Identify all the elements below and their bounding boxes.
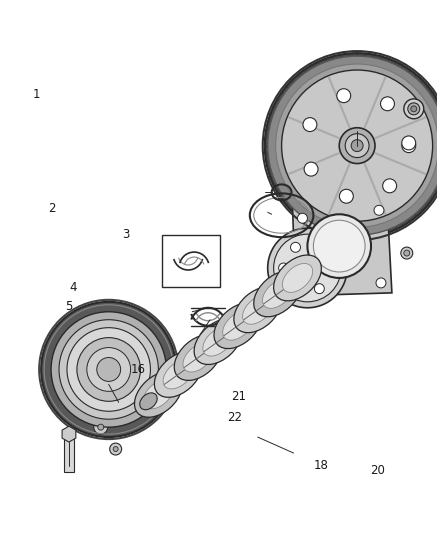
Ellipse shape [307, 214, 371, 278]
Ellipse shape [194, 319, 242, 365]
Circle shape [402, 139, 416, 152]
Ellipse shape [41, 302, 176, 437]
Circle shape [297, 213, 307, 223]
Ellipse shape [51, 312, 166, 427]
Ellipse shape [140, 393, 157, 410]
Circle shape [376, 278, 386, 288]
Circle shape [314, 284, 324, 294]
Ellipse shape [203, 327, 233, 356]
Ellipse shape [351, 140, 363, 151]
Text: 4: 4 [70, 281, 77, 294]
Ellipse shape [283, 263, 313, 293]
Circle shape [113, 447, 118, 451]
Circle shape [110, 443, 122, 455]
Text: 20: 20 [371, 464, 385, 477]
Text: 3: 3 [122, 228, 129, 241]
Circle shape [337, 88, 351, 103]
Ellipse shape [276, 64, 438, 227]
Ellipse shape [214, 303, 262, 349]
Ellipse shape [77, 337, 141, 401]
Text: 22: 22 [227, 411, 242, 424]
Ellipse shape [183, 343, 213, 372]
Circle shape [314, 243, 324, 252]
Ellipse shape [223, 311, 253, 340]
Ellipse shape [345, 134, 369, 158]
Ellipse shape [265, 53, 438, 238]
Circle shape [383, 179, 396, 193]
Circle shape [374, 205, 384, 215]
Ellipse shape [143, 380, 173, 409]
Ellipse shape [67, 328, 150, 411]
Circle shape [297, 258, 318, 278]
Ellipse shape [59, 320, 159, 419]
Text: 16: 16 [131, 364, 146, 376]
Ellipse shape [163, 360, 194, 389]
Ellipse shape [174, 335, 222, 381]
Circle shape [94, 420, 108, 434]
Circle shape [404, 250, 410, 256]
Circle shape [411, 106, 417, 112]
Circle shape [381, 97, 395, 111]
Text: 5: 5 [65, 300, 73, 313]
Circle shape [301, 262, 314, 274]
Ellipse shape [282, 70, 433, 221]
Circle shape [290, 284, 300, 294]
Ellipse shape [134, 372, 182, 417]
Circle shape [402, 136, 416, 150]
Ellipse shape [274, 234, 341, 302]
Ellipse shape [314, 220, 365, 272]
Ellipse shape [274, 255, 321, 301]
Polygon shape [293, 198, 392, 296]
Text: 1: 1 [32, 87, 40, 101]
Text: 21: 21 [231, 390, 246, 403]
Circle shape [279, 263, 289, 273]
Circle shape [326, 263, 336, 273]
Circle shape [303, 118, 317, 132]
Text: 2: 2 [48, 201, 55, 215]
Text: 18: 18 [314, 459, 328, 472]
Ellipse shape [87, 348, 131, 391]
Circle shape [401, 247, 413, 259]
Ellipse shape [97, 358, 120, 382]
Circle shape [404, 99, 424, 119]
Ellipse shape [339, 128, 375, 164]
Circle shape [290, 243, 300, 252]
Ellipse shape [262, 279, 293, 308]
Circle shape [98, 424, 104, 430]
Ellipse shape [154, 352, 202, 397]
Bar [64, 434, 74, 472]
Ellipse shape [268, 228, 347, 308]
Ellipse shape [234, 287, 282, 333]
Circle shape [298, 281, 308, 291]
Bar [162, 235, 220, 287]
Circle shape [339, 189, 353, 203]
Circle shape [304, 162, 318, 176]
Circle shape [408, 103, 420, 115]
Ellipse shape [268, 56, 438, 235]
Ellipse shape [243, 295, 273, 324]
Ellipse shape [254, 271, 301, 317]
